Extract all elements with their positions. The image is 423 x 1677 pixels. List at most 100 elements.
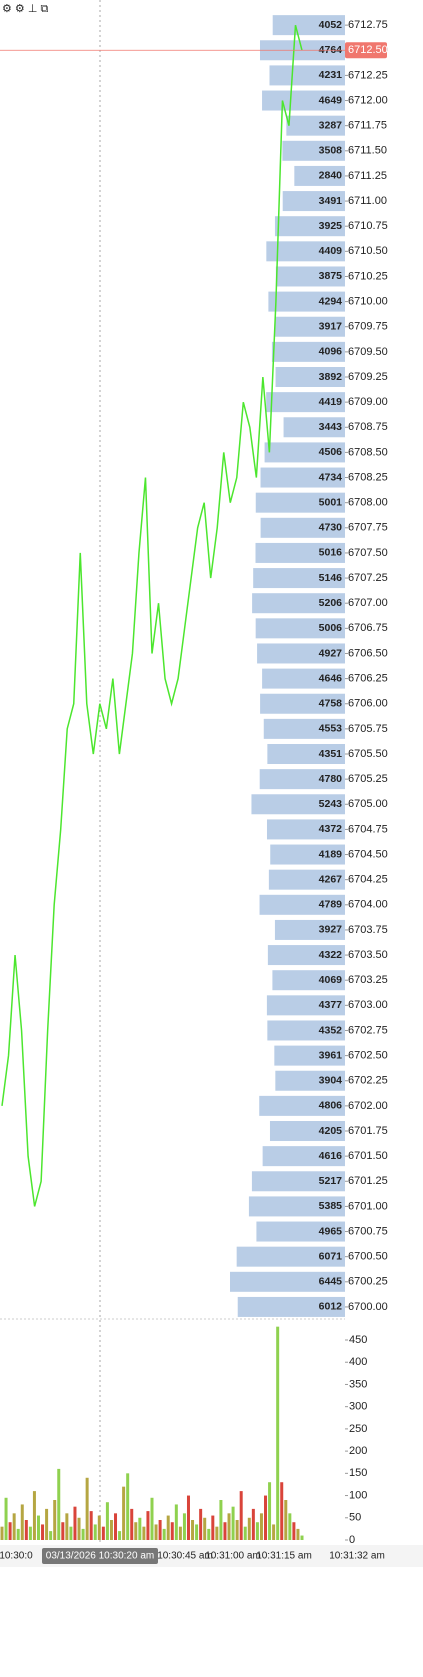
y-tick-label: 6704.75 bbox=[348, 823, 388, 835]
volume-bar bbox=[259, 1513, 263, 1540]
y-tick-label: 6700.50 bbox=[348, 1251, 388, 1263]
y-tick-label: 6701.75 bbox=[348, 1125, 388, 1137]
y-tick-label: 6707.00 bbox=[348, 597, 388, 609]
y-tick-label: 6706.50 bbox=[348, 647, 388, 659]
profile-bar bbox=[269, 1121, 345, 1142]
volume-bar bbox=[81, 1528, 85, 1540]
y-tick-label: 150 bbox=[349, 1467, 367, 1479]
y-tick-label: 6707.75 bbox=[348, 522, 388, 534]
volume-bar bbox=[296, 1528, 300, 1540]
volume-bar bbox=[138, 1517, 142, 1540]
y-tick-label: 6706.75 bbox=[348, 622, 388, 634]
profile-bar bbox=[274, 216, 345, 237]
profile-bar bbox=[259, 894, 345, 915]
x-tick-label: 10:31:00 am bbox=[205, 1551, 261, 1562]
y-tick-label: 6704.00 bbox=[348, 899, 388, 911]
profile-bar bbox=[271, 341, 345, 362]
volume-bar bbox=[162, 1528, 166, 1540]
y-tick-label: 6704.25 bbox=[348, 874, 388, 886]
volume-bar bbox=[114, 1513, 118, 1540]
volume-bar bbox=[166, 1515, 170, 1540]
volume-bar bbox=[186, 1495, 190, 1540]
y-tick-label: 6707.50 bbox=[348, 547, 388, 559]
profile-value: 4294 bbox=[319, 295, 343, 307]
volume-bar bbox=[126, 1473, 130, 1540]
volume-bar bbox=[20, 1504, 24, 1540]
current-price-label: 6712.50 bbox=[348, 44, 388, 56]
profile-bar bbox=[251, 794, 345, 815]
profile-bar bbox=[282, 140, 345, 161]
profile-value: 3925 bbox=[319, 220, 343, 232]
profile-value: 4780 bbox=[319, 773, 343, 785]
profile-value: 4377 bbox=[319, 999, 343, 1011]
profile-value: 3508 bbox=[319, 145, 343, 157]
volume-bar bbox=[268, 1482, 272, 1540]
volume-bar bbox=[182, 1513, 186, 1540]
y-tick-label: 6708.00 bbox=[348, 497, 388, 509]
profile-value: 4965 bbox=[319, 1225, 343, 1237]
y-tick-label: 6711.75 bbox=[348, 120, 387, 132]
profile-value: 4506 bbox=[319, 446, 343, 458]
profile-bar bbox=[269, 65, 345, 86]
y-tick-label: 6701.50 bbox=[348, 1150, 388, 1162]
profile-bar bbox=[294, 165, 345, 186]
volume-bar bbox=[284, 1500, 288, 1540]
profile-value: 4758 bbox=[319, 698, 343, 710]
y-tick-label: 300 bbox=[349, 1401, 367, 1413]
volume-bar bbox=[195, 1524, 199, 1540]
y-tick-label: 6700.00 bbox=[348, 1301, 388, 1313]
profile-value: 5016 bbox=[319, 547, 343, 559]
price-line bbox=[1, 24, 303, 1207]
volume-bar bbox=[235, 1520, 239, 1540]
volume-bar bbox=[118, 1531, 122, 1540]
y-tick-label: 6704.50 bbox=[348, 848, 388, 860]
profile-bar bbox=[275, 1070, 345, 1091]
volume-bar bbox=[272, 1524, 276, 1540]
volume-bar bbox=[154, 1524, 158, 1540]
y-tick-label: 6708.50 bbox=[348, 446, 388, 458]
profile-value: 4267 bbox=[319, 873, 343, 885]
y-tick-label: 6706.00 bbox=[348, 698, 388, 710]
profile-value: 3904 bbox=[319, 1075, 343, 1087]
profile-bar bbox=[251, 1171, 345, 1192]
profile-value: 4409 bbox=[319, 245, 343, 257]
profile-value: 4734 bbox=[319, 471, 343, 483]
volume-bar bbox=[130, 1508, 134, 1540]
profile-bar bbox=[259, 769, 345, 790]
volume-bar bbox=[292, 1522, 296, 1540]
profile-value: 3961 bbox=[319, 1049, 343, 1061]
profile-value: 5206 bbox=[319, 597, 343, 609]
volume-bar bbox=[49, 1531, 53, 1540]
volume-bar bbox=[276, 1326, 280, 1540]
y-tick-label: 6710.75 bbox=[348, 220, 388, 232]
y-tick-label: 6702.25 bbox=[348, 1075, 388, 1087]
volume-bar bbox=[134, 1522, 138, 1540]
toolbar-icons[interactable]: ⚙ ⚙ ⊥ ⧉ bbox=[2, 3, 48, 15]
volume-bar bbox=[203, 1517, 207, 1540]
y-tick-label: 6703.00 bbox=[348, 999, 388, 1011]
profile-bar bbox=[237, 1296, 345, 1317]
y-tick-label: 350 bbox=[349, 1378, 367, 1390]
profile-bar bbox=[252, 593, 345, 614]
volume-bar bbox=[255, 1522, 259, 1540]
volume-bar bbox=[239, 1491, 243, 1540]
profile-bar bbox=[262, 668, 345, 689]
profile-bar bbox=[272, 15, 345, 36]
volume-bar bbox=[170, 1522, 174, 1540]
profile-value: 3917 bbox=[319, 321, 343, 333]
profile-value: 4352 bbox=[319, 1024, 343, 1036]
profile-bar bbox=[275, 367, 345, 388]
volume-bar bbox=[146, 1511, 150, 1540]
profile-bar bbox=[267, 1020, 345, 1041]
profile-value: 3892 bbox=[319, 371, 343, 383]
x-tick-label: 10:31:15 am bbox=[256, 1551, 312, 1562]
profile-value: 4806 bbox=[319, 1100, 343, 1112]
volume-bar bbox=[211, 1515, 215, 1540]
profile-bar bbox=[255, 618, 345, 639]
volume-bar bbox=[174, 1504, 178, 1540]
profile-bar bbox=[268, 291, 345, 312]
profile-bar bbox=[263, 718, 345, 739]
x-tick-label: 10:31:32 am bbox=[329, 1551, 385, 1562]
profile-value: 4322 bbox=[319, 949, 343, 961]
